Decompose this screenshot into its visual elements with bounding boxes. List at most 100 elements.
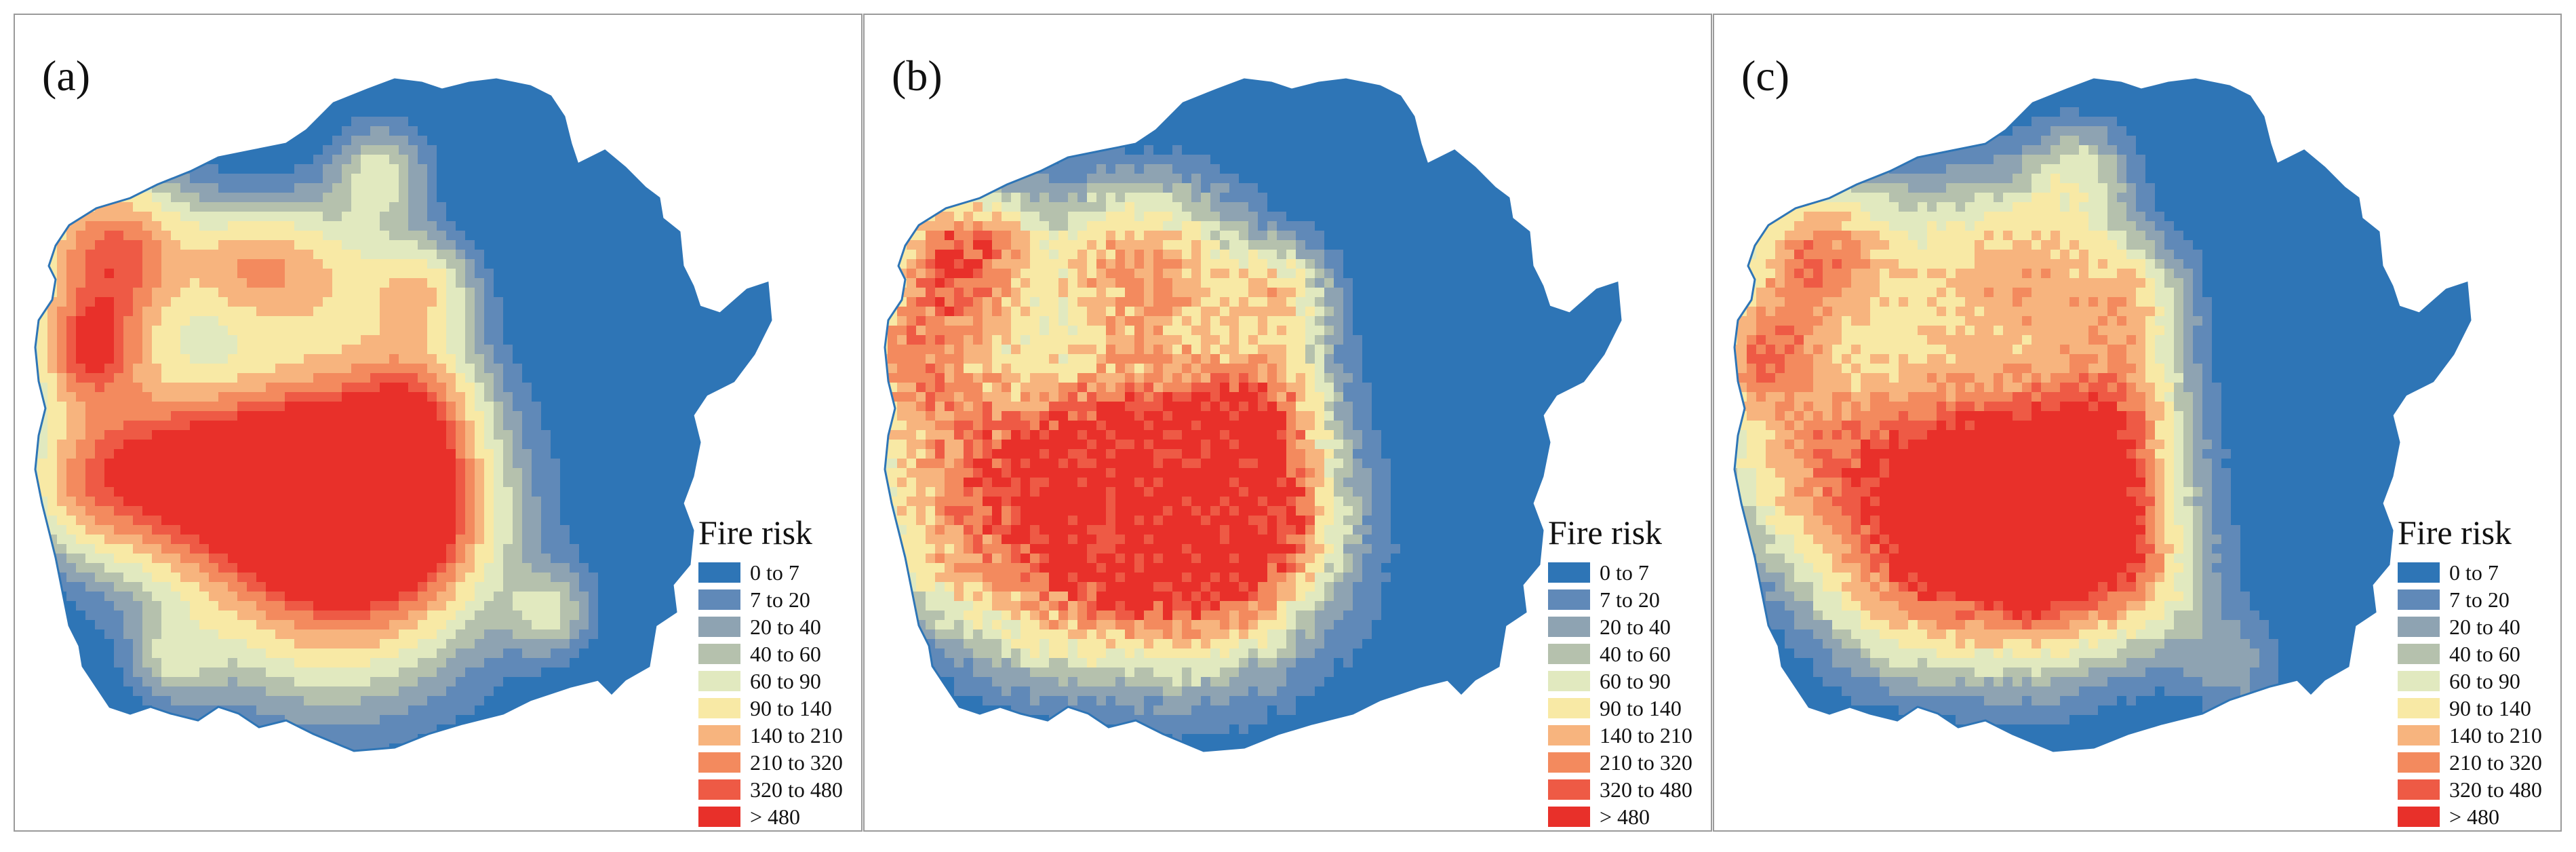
legend-swatch	[698, 589, 740, 610]
region-outline	[884, 78, 1622, 752]
legend-label: > 480	[2449, 804, 2500, 829]
region-outline	[1733, 78, 2472, 752]
legend-item: 20 to 40	[2398, 613, 2560, 640]
legend-item: 210 to 320	[2398, 749, 2560, 776]
legend-label: 0 to 7	[2449, 560, 2499, 585]
legend-swatch	[2398, 698, 2440, 718]
legend-label: 40 to 60	[1600, 641, 1671, 666]
legend-item: 40 to 60	[2398, 640, 2560, 667]
legend-label: 7 to 20	[2449, 587, 2510, 612]
legend-swatch	[1548, 779, 1590, 800]
legend-swatch	[698, 779, 740, 800]
legend-item: 7 to 20	[2398, 586, 2560, 613]
legend-item: 0 to 7	[2398, 559, 2560, 586]
legend-label: 210 to 320	[1600, 750, 1692, 775]
legend-swatch	[1548, 752, 1590, 773]
legend-item: 320 to 480	[2398, 776, 2560, 803]
legend-swatch	[1548, 807, 1590, 827]
legend-item: > 480	[1548, 803, 1711, 830]
legend-swatch	[2398, 779, 2440, 800]
legend-label: > 480	[750, 804, 801, 829]
legend-item: 140 to 210	[2398, 722, 2560, 749]
legend-item: 210 to 320	[698, 749, 861, 776]
legend-item: 90 to 140	[2398, 695, 2560, 722]
legend-swatch	[2398, 671, 2440, 691]
legend-swatch	[2398, 617, 2440, 637]
fire-risk-map-a	[34, 78, 772, 752]
legend-item: 0 to 7	[698, 559, 861, 586]
legend-label: 7 to 20	[750, 587, 810, 612]
legend-label: 7 to 20	[1600, 587, 1660, 612]
legend-swatch	[698, 644, 740, 664]
legend-item: 60 to 90	[2398, 667, 2560, 695]
legend-item: 320 to 480	[698, 776, 861, 803]
legend-swatch	[1548, 698, 1590, 718]
legend-swatch	[698, 698, 740, 718]
legend-item: > 480	[2398, 803, 2560, 830]
legend-label: 60 to 90	[1600, 668, 1671, 693]
legend-label: 0 to 7	[1600, 560, 1649, 585]
legend-item: 90 to 140	[1548, 695, 1711, 722]
legend-label: 0 to 7	[750, 560, 799, 585]
legend-title: Fire risk	[1548, 514, 1663, 551]
legend-item: 20 to 40	[1548, 613, 1711, 640]
legend-item: 210 to 320	[1548, 749, 1711, 776]
legend-label: 40 to 60	[750, 641, 821, 666]
legend-item: 20 to 40	[698, 613, 861, 640]
legend-swatch	[2398, 807, 2440, 827]
legend-label: 20 to 40	[750, 614, 821, 639]
legend-swatch	[698, 562, 740, 583]
legend-label: 40 to 60	[2449, 641, 2520, 666]
legend-item: 7 to 20	[1548, 586, 1711, 613]
legend-item: 0 to 7	[1548, 559, 1711, 586]
legend-title: Fire risk	[698, 514, 813, 551]
legend-swatch	[1548, 562, 1590, 583]
risk-grid	[35, 79, 771, 751]
legend-item: 320 to 480	[1548, 776, 1711, 803]
risk-grid	[1735, 79, 2470, 751]
legend-swatch	[2398, 644, 2440, 664]
legend-label: 90 to 140	[1600, 695, 1682, 720]
legend-swatch	[1548, 671, 1590, 691]
legend-label: 140 to 210	[2449, 722, 2542, 748]
panel-label-c: (c)	[1741, 52, 1790, 100]
legend-label: 320 to 480	[1600, 777, 1692, 802]
legend-label: 140 to 210	[1600, 722, 1692, 748]
legend-item: 40 to 60	[698, 640, 861, 667]
legend-item: > 480	[698, 803, 861, 830]
legend-swatch	[698, 807, 740, 827]
legend-label: 60 to 90	[2449, 668, 2520, 693]
legend-swatch	[698, 725, 740, 746]
legend-item: 60 to 90	[1548, 667, 1711, 695]
region-outline	[34, 78, 772, 752]
legend-title: Fire risk	[2398, 514, 2512, 551]
legend-swatch	[1548, 644, 1590, 664]
legend-label: 210 to 320	[750, 750, 843, 775]
fire-risk-map-b	[884, 78, 1622, 752]
legend-label: 20 to 40	[1600, 614, 1671, 639]
legend-swatch	[698, 671, 740, 691]
legend-item: 7 to 20	[698, 586, 861, 613]
risk-grid	[885, 79, 1621, 751]
panel-label-a: (a)	[42, 52, 91, 100]
legend-item: 140 to 210	[1548, 722, 1711, 749]
legend-label: 320 to 480	[2449, 777, 2542, 802]
legend-swatch	[698, 617, 740, 637]
legend-label: > 480	[1600, 804, 1650, 829]
legend-swatch	[1548, 617, 1590, 637]
legend-swatch	[698, 752, 740, 773]
legend-swatch	[2398, 589, 2440, 610]
fire-risk-map-c	[1733, 78, 2472, 752]
legend-label: 60 to 90	[750, 668, 821, 693]
legend-label: 140 to 210	[750, 722, 843, 748]
legend-label: 90 to 140	[2449, 695, 2531, 720]
